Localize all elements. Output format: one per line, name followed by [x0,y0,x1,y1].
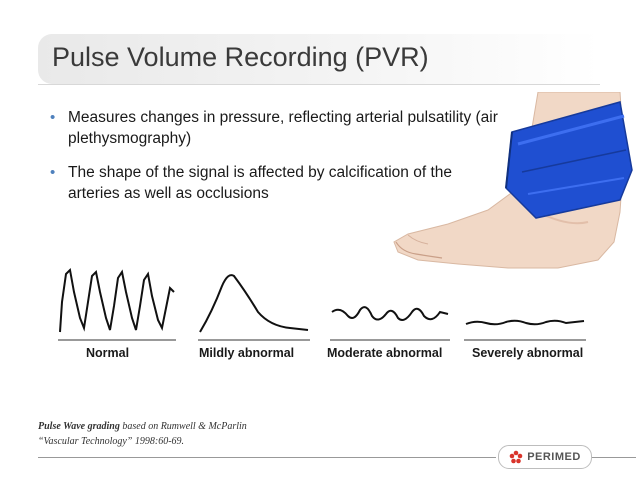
perimed-logo: PERIMED [498,445,592,469]
bullet-item: • The shape of the signal is affected by… [50,162,500,204]
logo-text: PERIMED [527,451,581,463]
waveform-label-mildly-abnormal: Mildly abnormal [199,346,295,360]
title-divider [38,84,600,85]
waveform-label-severely-abnormal: Severely abnormal [472,346,584,360]
waveform-label-moderate-abnormal: Moderate abnormal [327,346,443,360]
citation-emphasis: Pulse Wave grading [38,421,120,432]
slide-title: Pulse Volume Recording (PVR) [52,42,429,72]
moderate-abnormal-waveform [330,306,450,341]
bullet-text: The shape of the signal is affected by c… [68,164,453,202]
citation-source: based on Rumwell & McParlin [119,421,247,432]
bullet-item: • Measures changes in pressure, reflecti… [50,107,500,149]
flower-logo-icon [509,450,523,464]
bullet-text: Measures changes in pressure, reflecting… [68,109,498,147]
citation-line-1: Pulse Wave grading based on Rumwell & Mc… [38,421,247,432]
title-band [38,34,600,84]
severely-abnormal-waveform [464,319,586,341]
citation-line-2: “Vascular Technology” 1998:60-69. [38,436,185,447]
bullet-list: • Measures changes in pressure, reflecti… [50,107,500,217]
bullet-icon: • [50,164,56,181]
footer-divider [38,457,496,458]
normal-waveform [58,267,176,341]
ankle-cuff-image [393,92,633,269]
bullet-icon: • [50,109,56,126]
mildly-abnormal-waveform [198,274,310,341]
footer-divider-right [592,457,636,458]
waveform-label-normal: Normal [86,346,130,360]
